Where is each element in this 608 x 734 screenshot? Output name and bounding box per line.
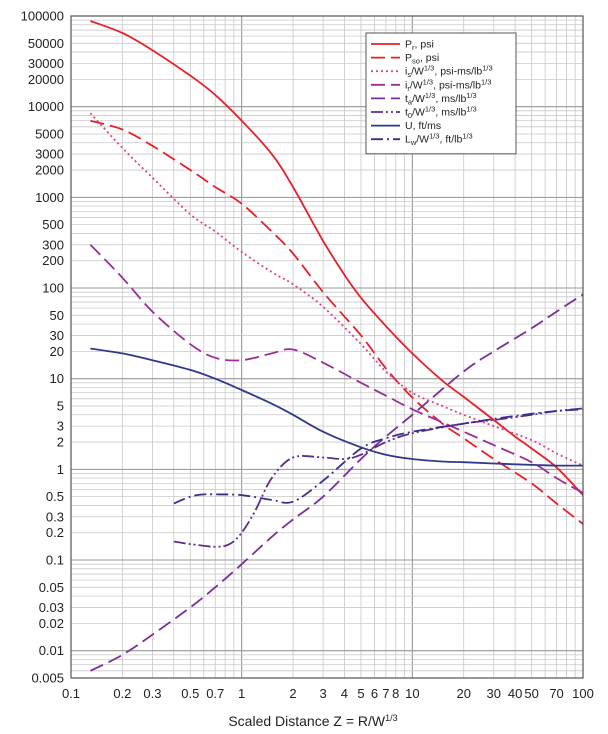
y-tick-label: 300: [42, 237, 64, 252]
y-tick-label: 100000: [21, 9, 64, 24]
grid: [70, 15, 584, 679]
x-tick-label: 5: [357, 686, 364, 701]
y-tick-label: 30000: [28, 56, 64, 71]
legend-label: U, ft/ms: [405, 120, 441, 132]
legend-label: ta/W1/3, ms/lb1/3: [405, 91, 477, 107]
y-tick-label: 1: [57, 462, 64, 477]
y-tick-label: 50000: [28, 36, 64, 51]
y-tick-label: 0.005: [31, 671, 64, 686]
y-tick-label: 500: [42, 217, 64, 232]
y-tick-label: 100: [42, 281, 64, 296]
series-line-3: [89, 112, 584, 467]
x-tick-label: 40: [508, 686, 522, 701]
y-tick-label: 20000: [28, 72, 64, 87]
y-tick-label: 0.1: [46, 553, 64, 568]
y-tick-label: 5000: [35, 126, 64, 141]
y-tick-label: 0.02: [39, 616, 64, 631]
y-tick-label: 0.01: [39, 643, 64, 658]
series-line-8: [173, 408, 584, 505]
y-tick-label: 10: [50, 371, 64, 386]
x-tick-label: 2: [289, 686, 296, 701]
legend-label: ir/W1/3, psi-ms/lb1/3: [405, 77, 491, 93]
y-tick-label: 0.05: [39, 580, 64, 595]
x-tick-label: 3: [319, 686, 326, 701]
x-tick-label: 70: [549, 686, 563, 701]
y-tick-label: 50: [50, 308, 64, 323]
x-tick-label: 0.1: [62, 686, 80, 701]
series-line-6: [173, 407, 584, 548]
y-tick-label: 0.5: [46, 489, 64, 504]
x-tick-label: 10: [405, 686, 419, 701]
legend-label: Lw/W1/3, ft/lb1/3: [405, 132, 473, 148]
legend-box: [365, 32, 517, 155]
legend-label: Pr, psi: [405, 39, 434, 53]
series-line-7: [90, 347, 584, 467]
x-tick-label: 4: [341, 686, 348, 701]
y-tick-label: 3: [57, 419, 64, 434]
y-tick-label: 10000: [28, 99, 64, 114]
x-tick-label: 100: [572, 686, 594, 701]
y-tick-label: 5: [57, 398, 64, 413]
y-tick-label: 2: [57, 435, 64, 450]
x-axis-label: Scaled Distance Z = R/W1/3: [228, 713, 397, 729]
series-layer: [89, 20, 584, 672]
x-tick-label: 8: [392, 686, 399, 701]
series-line-4: [89, 244, 584, 494]
plot-frame: [70, 15, 584, 679]
x-tick-label: 6: [371, 686, 378, 701]
y-tick-label: 0.2: [46, 525, 64, 540]
x-tick-label: 0.7: [206, 686, 224, 701]
y-tick-label: 2000: [35, 163, 64, 178]
legend-label: is/W1/3, psi-ms/lb1/3: [405, 64, 493, 80]
legend-label: Pso, psi: [405, 52, 439, 66]
x-tick-label: 7: [382, 686, 389, 701]
x-tick-label: 1: [238, 686, 245, 701]
series-line-2: [90, 119, 584, 525]
y-tick-label: 0.3: [46, 509, 64, 524]
y-tick-label: 0.03: [39, 600, 64, 615]
legend-label: t0/W1/3, ms/lb1/3: [405, 105, 477, 121]
tick-labels: 1000005000030000200001000050003000200010…: [21, 9, 594, 702]
x-tick-label: 0.3: [143, 686, 161, 701]
y-tick-label: 200: [42, 253, 64, 268]
y-tick-label: 1000: [35, 190, 64, 205]
series-line-5: [90, 293, 584, 672]
x-tick-label: 30: [487, 686, 501, 701]
y-tick-label: 20: [50, 344, 64, 359]
y-tick-label: 3000: [35, 147, 64, 162]
x-tick-label: 0.2: [113, 686, 131, 701]
x-tick-label: 0.5: [181, 686, 199, 701]
series-line-1: [90, 20, 584, 496]
x-tick-label: 20: [456, 686, 470, 701]
x-tick-label: 50: [524, 686, 538, 701]
y-tick-label: 30: [50, 328, 64, 343]
